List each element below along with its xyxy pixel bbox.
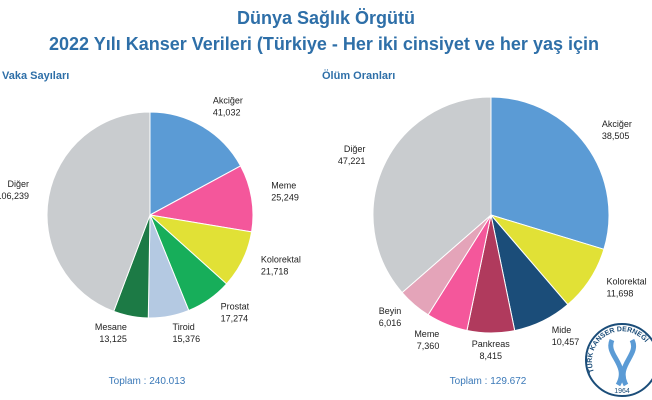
pie-slice — [372, 96, 492, 294]
slice-label: Mesane — [95, 322, 127, 332]
slice-value-label: 13,125 — [99, 334, 127, 344]
slice-value-label: 8,415 — [480, 351, 503, 361]
slice-label: Beyin — [379, 306, 402, 316]
slice-label: Kolorektal — [607, 276, 647, 286]
total-label: Toplam : 129.672 — [450, 376, 527, 387]
pie-slice — [149, 111, 242, 216]
slice-label: Diğer — [344, 144, 366, 154]
pie-slice — [148, 165, 254, 233]
slice-label: Pankreas — [472, 339, 511, 349]
pie-slice — [490, 96, 610, 250]
logo: TÜRK KANSER DERNEĞİ 1964 — [585, 323, 652, 397]
slice-label: Kolorektal — [261, 254, 301, 264]
slice-label: Prostat — [221, 302, 250, 312]
page-subtitle: 2022 Yılı Kanser Verileri (Türkiye - Her… — [49, 34, 599, 54]
slice-value-label: 15,376 — [173, 334, 201, 344]
slice-value-label: 17,274 — [221, 314, 249, 324]
slice-value-label: 10,457 — [552, 337, 580, 347]
slice-label: Tiroid — [173, 322, 195, 332]
slice-value-label: 6,016 — [379, 318, 402, 328]
pie-title: Ölüm Oranları — [322, 69, 395, 82]
slice-value-label: 41,032 — [213, 107, 241, 117]
slice-value-label: 11,698 — [607, 288, 634, 298]
slice-label: Meme — [414, 329, 439, 339]
total-label: Toplam : 240.013 — [109, 376, 186, 387]
slice-label: Meme — [271, 181, 296, 191]
slice-label: Akciğer — [602, 119, 632, 129]
page-title: Dünya Sağlık Örgütü — [237, 8, 415, 28]
slice-label: Diğer — [7, 179, 29, 189]
slice-value-label: 25,249 — [271, 193, 299, 203]
logo-year: 1964 — [614, 388, 630, 395]
slice-value-label: 38,505 — [602, 131, 630, 141]
slice-value-label: 106,239 — [0, 191, 29, 201]
pie-title: Vaka Sayıları — [2, 70, 69, 82]
slice-value-label: 47,221 — [338, 156, 366, 166]
slice-label: Mide — [552, 325, 572, 335]
slice-value-label: 7,360 — [417, 341, 440, 351]
pie-slice — [46, 111, 151, 313]
slice-value-label: 21,718 — [261, 266, 289, 276]
logo-ribbon — [608, 338, 637, 387]
slice-label: Akciğer — [213, 95, 243, 105]
